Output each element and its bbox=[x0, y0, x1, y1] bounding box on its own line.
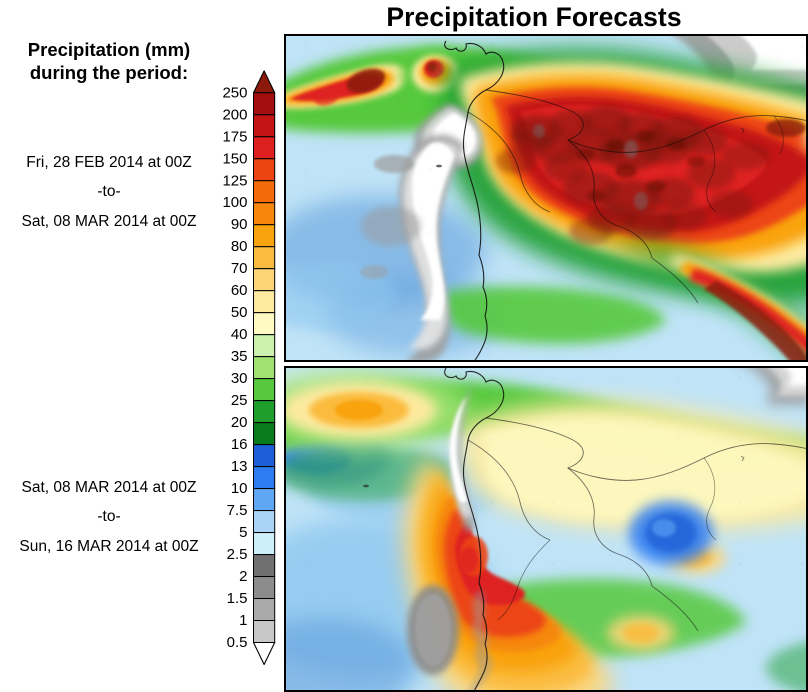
svg-text:2: 2 bbox=[239, 568, 247, 585]
svg-text:10: 10 bbox=[231, 480, 248, 497]
svg-text:13: 13 bbox=[231, 458, 248, 475]
svg-text:50: 50 bbox=[231, 304, 248, 321]
svg-text:250: 250 bbox=[222, 84, 247, 101]
svg-text:25: 25 bbox=[231, 392, 248, 409]
svg-text:7.5: 7.5 bbox=[227, 502, 248, 519]
svg-text:100: 100 bbox=[222, 194, 247, 211]
svg-text:175: 175 bbox=[222, 128, 247, 145]
svg-text:1.5: 1.5 bbox=[227, 590, 248, 607]
svg-text:1: 1 bbox=[239, 612, 247, 629]
svg-text:60: 60 bbox=[231, 282, 248, 299]
svg-text:30: 30 bbox=[231, 370, 248, 387]
svg-text:35: 35 bbox=[231, 348, 248, 365]
svg-text:125: 125 bbox=[222, 172, 247, 189]
svg-text:200: 200 bbox=[222, 106, 247, 123]
svg-text:2.5: 2.5 bbox=[227, 546, 248, 563]
svg-text:20: 20 bbox=[231, 414, 248, 431]
svg-text:0.5: 0.5 bbox=[227, 634, 248, 651]
svg-text:16: 16 bbox=[231, 436, 248, 453]
svg-text:40: 40 bbox=[231, 326, 248, 343]
svg-text:90: 90 bbox=[231, 216, 248, 233]
svg-text:5: 5 bbox=[239, 524, 247, 541]
svg-text:150: 150 bbox=[222, 150, 247, 167]
svg-text:80: 80 bbox=[231, 238, 248, 255]
svg-text:70: 70 bbox=[231, 260, 248, 277]
